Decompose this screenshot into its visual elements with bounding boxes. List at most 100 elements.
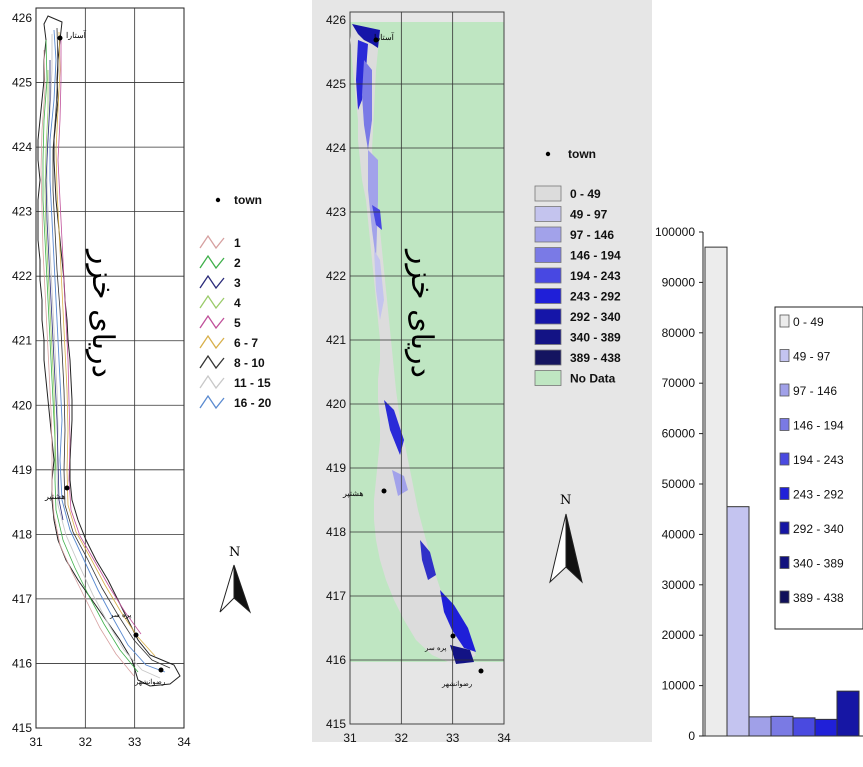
y-tick-label: 426 bbox=[326, 13, 346, 27]
y-tick-label: 423 bbox=[326, 205, 346, 219]
histogram-legend-label: 97 - 146 bbox=[793, 384, 837, 398]
legend-contour-swatch bbox=[199, 354, 225, 370]
histogram-bar bbox=[814, 718, 838, 737]
histogram-bar bbox=[770, 715, 794, 737]
legend-contour-label: 11 - 15 bbox=[234, 376, 271, 390]
histogram-y-tick-label: 10000 bbox=[662, 679, 696, 693]
class-340-389-zone-south bbox=[450, 645, 474, 664]
histogram-y-tick-label: 0 bbox=[688, 729, 695, 743]
x-tick-label: 32 bbox=[395, 731, 409, 745]
town-label-astara: آستارا bbox=[66, 30, 87, 40]
town-label-parehsar: پره سر bbox=[109, 611, 131, 619]
class-243-292-zone-mid bbox=[384, 400, 404, 455]
histogram-legend-label: 194 - 243 bbox=[793, 453, 844, 467]
town-marker-hashtpar bbox=[64, 485, 70, 491]
legend-contour-swatch bbox=[199, 254, 225, 270]
y-tick-label: 419 bbox=[326, 461, 346, 475]
north-arrow-left: N bbox=[219, 545, 252, 614]
histogram-legend-label: 340 - 389 bbox=[793, 557, 844, 571]
classified-map-grid bbox=[350, 12, 504, 724]
north-label-middle: N bbox=[560, 493, 571, 508]
y-tick-label: 421 bbox=[12, 334, 32, 348]
histogram-legend-label: 0 - 49 bbox=[793, 315, 824, 329]
town-marker-parehsar bbox=[133, 632, 139, 638]
histogram-y-tick-label: 90000 bbox=[662, 275, 696, 289]
y-tick-label: 426 bbox=[12, 11, 32, 25]
legend-contour-swatch bbox=[199, 334, 225, 350]
histogram-legend-swatch bbox=[779, 349, 790, 362]
classified-town-markers: آستارا هشتپر پره سر رضوانشهر bbox=[342, 32, 484, 688]
legend-class-label: 292 - 340 bbox=[570, 310, 621, 324]
town-label-astara-2: آستارا bbox=[374, 32, 395, 42]
histogram-bar bbox=[704, 246, 728, 737]
histogram-bars bbox=[704, 246, 860, 737]
x-tick-label: 32 bbox=[79, 735, 93, 749]
y-tick-label: 417 bbox=[326, 589, 346, 603]
contour-map-frame bbox=[35, 7, 185, 729]
north-arrow-left-dark bbox=[233, 564, 252, 614]
sea-label-middle: دریای خزر bbox=[404, 248, 439, 378]
class-194-243-zone-a bbox=[372, 205, 382, 230]
class-146-194-zone-north bbox=[362, 60, 372, 150]
legend2-town-dot bbox=[545, 151, 551, 157]
legend-class-label: 49 - 97 bbox=[570, 208, 608, 222]
y-tick-label: 424 bbox=[12, 140, 32, 154]
class-243-292-zone-south bbox=[420, 540, 436, 580]
histogram-bar bbox=[836, 690, 860, 737]
histogram-y-tick-label: 50000 bbox=[662, 477, 696, 491]
town-marker-parehsar-2 bbox=[450, 633, 456, 639]
histogram-bar bbox=[726, 506, 750, 737]
y-tick-label: 419 bbox=[12, 463, 32, 477]
histogram-legend-label: 49 - 97 bbox=[793, 350, 831, 364]
histogram-y-tick-label: 80000 bbox=[662, 326, 696, 340]
class-97-146-zone-mid bbox=[392, 470, 408, 496]
north-arrow-middle: N bbox=[549, 493, 583, 584]
class-97-146-zone-north bbox=[368, 150, 378, 260]
legend-contour-swatch bbox=[199, 394, 225, 410]
legend-contour-label: 16 - 20 bbox=[234, 396, 272, 410]
histogram-legend-label: 292 - 340 bbox=[793, 522, 844, 536]
legend-class-label: 146 - 194 bbox=[570, 249, 621, 263]
histogram-legend-swatch bbox=[779, 383, 790, 397]
y-tick-label: 416 bbox=[12, 656, 32, 670]
contour-map-y-ticks: 426 425 424 423 422 421 420 419 418 417 416 415 bbox=[12, 11, 32, 735]
class-49-97-zone-a bbox=[374, 250, 384, 320]
histogram-y-ticks: 1000009000080000700006000050000400003000… bbox=[655, 225, 703, 743]
histogram-y-tick-label: 30000 bbox=[662, 578, 696, 592]
contour-legend: town 1 2 3 4 5 6 - 7 8 - 10 11 - 15 16 - 20 bbox=[199, 193, 272, 410]
legend-class-label: 97 - 146 bbox=[570, 228, 614, 242]
contour-map-x-ticks: 31 32 33 34 bbox=[29, 735, 191, 749]
y-tick-label: 425 bbox=[326, 77, 346, 91]
y-tick-label: 417 bbox=[12, 592, 32, 606]
histogram-panel: 1000009000080000700006000050000400003000… bbox=[655, 225, 863, 743]
classified-map-frame bbox=[349, 11, 505, 725]
legend-class-swatch bbox=[534, 247, 562, 263]
legend-contour-label: 4 bbox=[234, 296, 241, 310]
legend-class-swatch bbox=[534, 206, 562, 222]
classified-legend: town 0 - 49 49 - 97 97 - 146 146 - 194 194 -… bbox=[534, 147, 621, 386]
class-292-340-zone-north bbox=[352, 24, 380, 48]
y-tick-label: 423 bbox=[12, 205, 32, 219]
histogram-y-tick-label: 60000 bbox=[662, 427, 696, 441]
legend-contour-swatch bbox=[199, 274, 225, 290]
histogram-legend-box bbox=[774, 306, 863, 630]
histogram-y-tick-label: 40000 bbox=[662, 527, 696, 541]
legend-class-swatch bbox=[534, 288, 562, 304]
histogram-legend-swatch bbox=[779, 452, 790, 466]
histogram-legend-label: 389 - 438 bbox=[793, 591, 844, 605]
histogram-y-tick-label: 70000 bbox=[662, 376, 696, 390]
legend-contour-label: 5 bbox=[234, 316, 241, 330]
histogram-legend-swatch bbox=[779, 556, 790, 569]
y-tick-label: 420 bbox=[326, 397, 346, 411]
y-tick-label: 425 bbox=[12, 76, 32, 90]
histogram-bar bbox=[792, 717, 816, 737]
histogram-legend-label: 146 - 194 bbox=[793, 419, 844, 433]
histogram-legend-swatch bbox=[779, 418, 790, 431]
legend-class-swatch bbox=[534, 329, 562, 345]
y-tick-label: 418 bbox=[326, 525, 346, 539]
y-tick-label: 415 bbox=[12, 721, 32, 735]
legend-contour-swatch bbox=[199, 294, 225, 310]
town-marker-astara-2 bbox=[373, 37, 379, 43]
